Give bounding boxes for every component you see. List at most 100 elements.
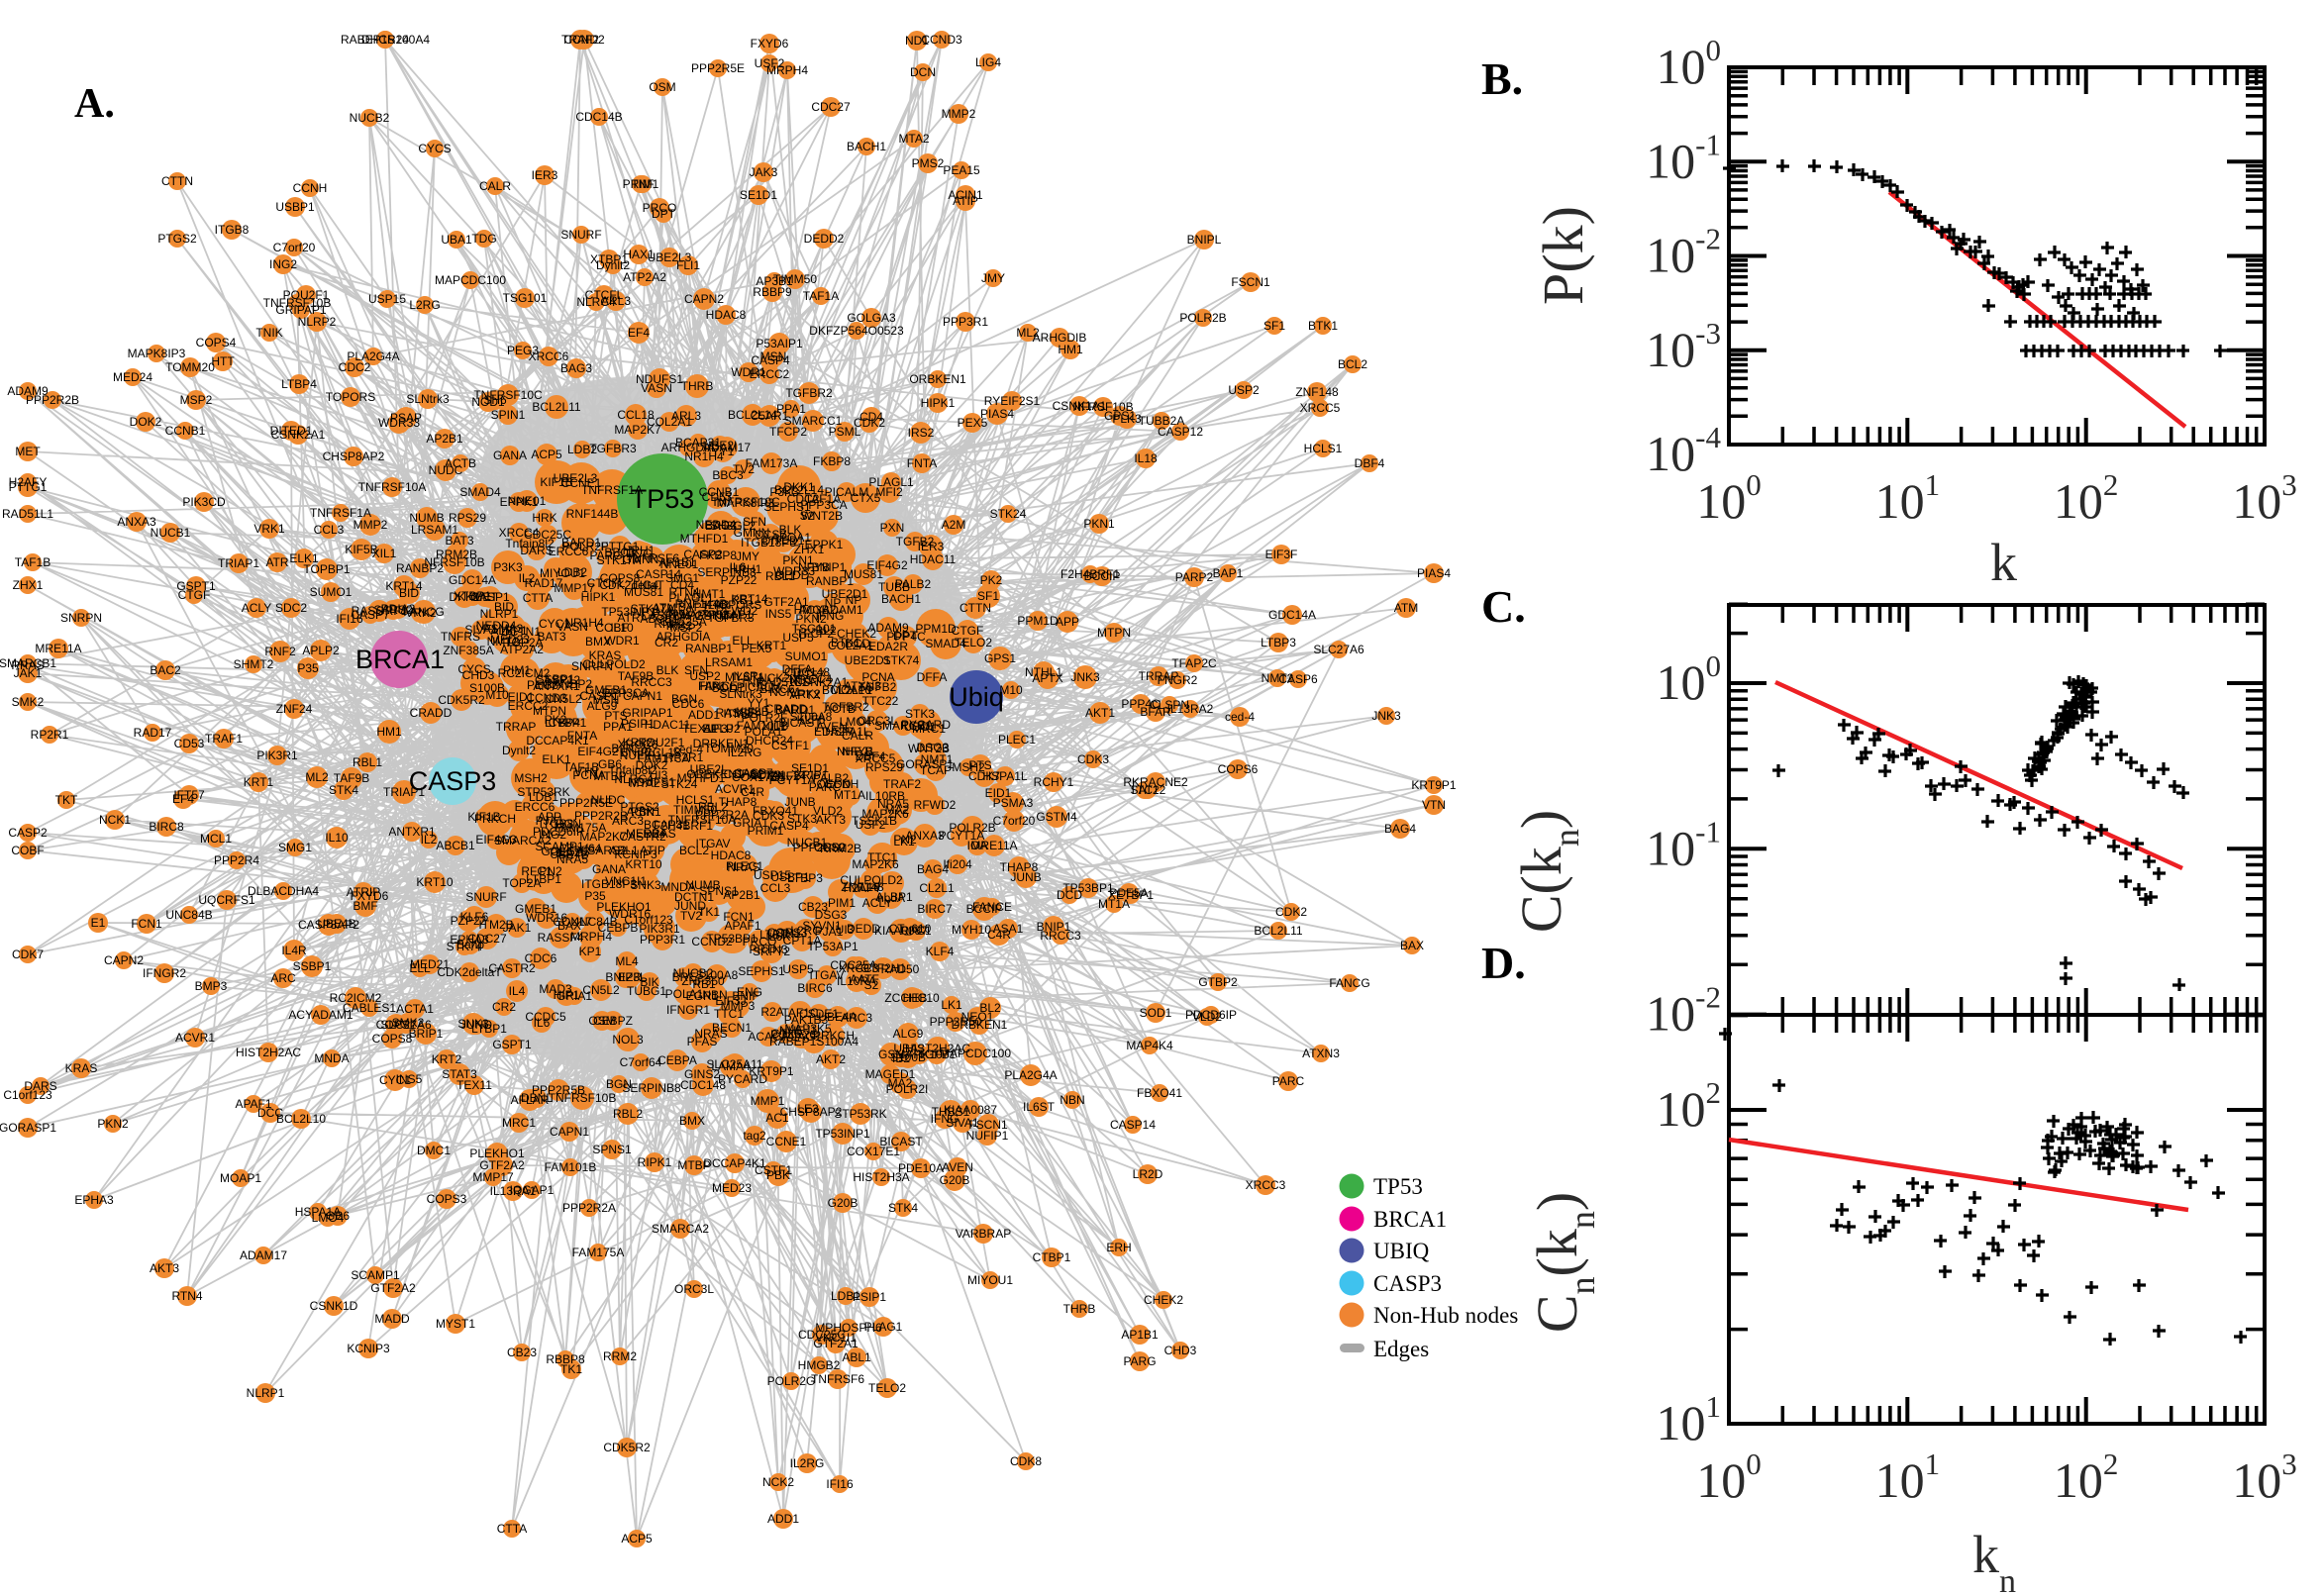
svg-text:ATP2A2: ATP2A2 xyxy=(623,270,666,284)
svg-text:MRC1: MRC1 xyxy=(502,1116,536,1130)
svg-text:PARP2: PARP2 xyxy=(1175,570,1214,584)
svg-text:JAK1: JAK1 xyxy=(14,666,43,680)
svg-text:EDA2R: EDA2R xyxy=(868,640,908,653)
svg-text:PIK3CD: PIK3CD xyxy=(182,495,226,509)
svg-text:B.: B. xyxy=(1481,53,1523,104)
svg-text:MAD3: MAD3 xyxy=(539,982,572,996)
svg-text:CDC25A: CDC25A xyxy=(659,615,706,629)
svg-text:BCL2L11: BCL2L11 xyxy=(532,400,580,414)
svg-text:BCL2L14: BCL2L14 xyxy=(774,483,824,497)
svg-text:COPS3: COPS3 xyxy=(427,1192,467,1206)
svg-text:MSH2: MSH2 xyxy=(514,771,548,785)
svg-text:RBL1: RBL1 xyxy=(353,755,382,769)
svg-text:IL2: IL2 xyxy=(421,833,438,847)
svg-text:USP5: USP5 xyxy=(782,631,814,645)
svg-text:DARS: DARS xyxy=(24,1079,56,1093)
svg-text:PXN: PXN xyxy=(880,521,905,535)
svg-text:PLAGL1: PLAGL1 xyxy=(668,591,714,605)
svg-text:PARC: PARC xyxy=(1272,1074,1305,1088)
svg-text:ORC3L: ORC3L xyxy=(674,1282,714,1296)
svg-text:VRK2: VRK2 xyxy=(789,687,821,701)
svg-text:FAM101B: FAM101B xyxy=(545,1160,597,1174)
svg-text:ADAM9: ADAM9 xyxy=(7,384,49,398)
svg-text:TNFRSF10A: TNFRSF10A xyxy=(668,813,737,827)
svg-text:BRE: BRE xyxy=(672,970,697,984)
svg-text:BCL2L10: BCL2L10 xyxy=(276,1112,326,1126)
svg-text:PMS2: PMS2 xyxy=(912,156,945,170)
svg-text:PEA15: PEA15 xyxy=(943,163,980,177)
svg-text:TP53BP1: TP53BP1 xyxy=(1062,881,1114,895)
svg-text:FKBP8: FKBP8 xyxy=(813,454,851,468)
svg-text:TFAP2C: TFAP2C xyxy=(1171,656,1217,670)
svg-text:CSTF1: CSTF1 xyxy=(771,739,809,752)
svg-text:CDK5R2: CDK5R2 xyxy=(603,1441,651,1454)
svg-text:HMGB2: HMGB2 xyxy=(798,1358,841,1372)
svg-text:LTBP1: LTBP1 xyxy=(471,1022,507,1036)
svg-text:MTA2: MTA2 xyxy=(898,132,929,146)
svg-text:HM1: HM1 xyxy=(376,725,402,739)
svg-text:NDUFS1: NDUFS1 xyxy=(636,372,683,386)
svg-text:RASGRF1: RASGRF1 xyxy=(352,604,408,618)
svg-text:FSCN1: FSCN1 xyxy=(1231,275,1270,289)
svg-text:DLBACDHA4: DLBACDHA4 xyxy=(248,884,319,898)
svg-text:PALB2: PALB2 xyxy=(813,771,850,785)
svg-text:S2: S2 xyxy=(800,509,815,523)
svg-text:PRKCH: PRKCH xyxy=(474,812,516,826)
svg-text:MED21: MED21 xyxy=(410,957,450,971)
svg-text:TIMM50: TIMM50 xyxy=(773,272,817,286)
svg-text:SPNS1: SPNS1 xyxy=(592,1143,632,1156)
svg-text:HSPA1L: HSPA1L xyxy=(825,725,869,739)
svg-text:CSNK2A1: CSNK2A1 xyxy=(271,428,326,442)
svg-text:IL4R: IL4R xyxy=(281,944,307,957)
svg-text:LK1: LK1 xyxy=(941,998,962,1012)
svg-text:CULPOLD2: CULPOLD2 xyxy=(582,657,646,671)
svg-text:HIPK1: HIPK1 xyxy=(921,396,956,410)
svg-text:CDC14B: CDC14B xyxy=(575,110,622,124)
svg-text:PEG3: PEG3 xyxy=(507,344,539,357)
svg-text:SMAD4: SMAD4 xyxy=(459,485,501,499)
svg-text:BID: BID xyxy=(494,600,514,614)
svg-text:NNE01: NNE01 xyxy=(660,557,699,571)
svg-text:BMP3: BMP3 xyxy=(195,979,228,993)
svg-text:KIF1B: KIF1B xyxy=(540,475,572,489)
svg-text:CAPN2: CAPN2 xyxy=(684,292,724,306)
svg-text:MTHFD1: MTHFD1 xyxy=(680,532,729,546)
svg-text:LE3: LE3 xyxy=(797,1102,819,1116)
svg-text:EIF3J: EIF3J xyxy=(702,722,733,736)
svg-text:MAP2K7: MAP2K7 xyxy=(614,423,661,437)
svg-text:RANBP1: RANBP1 xyxy=(685,642,733,655)
svg-text:MMP3: MMP3 xyxy=(721,999,756,1013)
svg-text:CCL3: CCL3 xyxy=(314,523,345,537)
svg-text:CDK7: CDK7 xyxy=(12,948,44,961)
svg-text:L2RG: L2RG xyxy=(409,298,440,312)
svg-text:ERH: ERH xyxy=(1106,1241,1131,1254)
svg-text:P53AIP1: P53AIP1 xyxy=(756,337,803,350)
svg-text:BIRC7: BIRC7 xyxy=(611,742,647,755)
svg-text:BNIPL: BNIPL xyxy=(1187,233,1222,247)
svg-text:IL4: IL4 xyxy=(509,984,526,998)
svg-text:CALR: CALR xyxy=(479,179,511,193)
svg-text:AKT3: AKT3 xyxy=(816,813,846,827)
svg-text:C7orf20: C7orf20 xyxy=(273,241,316,254)
svg-text:HDAC8: HDAC8 xyxy=(706,308,747,322)
svg-text:UBE2L3: UBE2L3 xyxy=(648,250,692,264)
svg-text:SPIN1: SPIN1 xyxy=(491,408,526,422)
svg-text:CDK5R2: CDK5R2 xyxy=(438,693,485,707)
svg-text:DFFA: DFFA xyxy=(917,670,948,684)
svg-text:Edges: Edges xyxy=(1373,1337,1429,1361)
svg-text:MET: MET xyxy=(15,445,41,458)
svg-text:PK2: PK2 xyxy=(545,713,567,727)
svg-text:TP53BP1: TP53BP1 xyxy=(706,932,758,946)
svg-text:H2AFY: H2AFY xyxy=(9,475,48,489)
svg-text:JUND: JUND xyxy=(674,899,706,913)
svg-text:PBK: PBK xyxy=(766,1168,790,1182)
svg-text:JAK3: JAK3 xyxy=(750,165,778,179)
svg-text:tag2: tag2 xyxy=(743,1129,766,1143)
svg-text:RCHY1: RCHY1 xyxy=(1034,775,1074,789)
svg-text:DCCAP4K1: DCCAP4K1 xyxy=(526,734,589,748)
svg-text:RASSF4: RASSF4 xyxy=(538,931,584,945)
svg-text:ACACA: ACACA xyxy=(748,1030,788,1044)
svg-text:UBA1: UBA1 xyxy=(441,233,472,247)
svg-text:SDC2: SDC2 xyxy=(275,601,307,615)
svg-text:OSM: OSM xyxy=(649,80,675,94)
